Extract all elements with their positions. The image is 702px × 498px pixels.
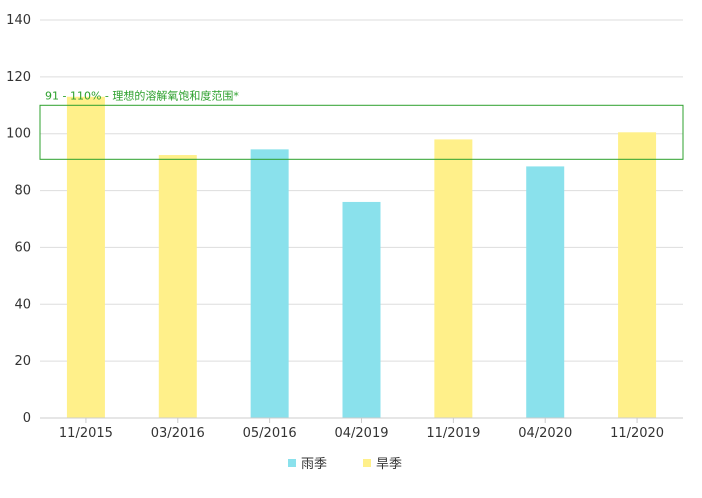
ideal-range-band: 91 - 110% - 理想的溶解氧饱和度范围* (39, 88, 684, 160)
x-tick-label: 05/2016 (243, 426, 297, 441)
x-tick-label: 11/2020 (610, 426, 664, 441)
bar[interactable] (434, 139, 473, 418)
x-tick-label: 11/2019 (426, 426, 480, 441)
x-tick-label: 04/2019 (334, 426, 388, 441)
bar[interactable] (66, 96, 105, 418)
x-axis-ticks: 11/2015 03/2016 05/2016 04/2019 11/2019 04/20… (59, 418, 664, 441)
ideal-range-label: 91 - 110% - 理想的溶解氧饱和度范围* (45, 88, 239, 102)
x-tick-label: 11/2015 (59, 426, 113, 441)
y-tick-label: 40 (14, 297, 31, 312)
bar[interactable] (526, 166, 565, 418)
y-tick-label: 0 (23, 411, 31, 426)
y-tick-label: 140 (6, 13, 31, 28)
bar[interactable] (618, 132, 657, 419)
bar[interactable] (342, 201, 381, 418)
ideal-range-rect (39, 104, 684, 160)
legend-swatch (363, 459, 371, 467)
bars (66, 96, 657, 419)
y-tick-label: 20 (14, 354, 31, 369)
y-axis-ticks: 0 20 40 60 80 100 120 140 (6, 13, 31, 426)
x-tick-label: 03/2016 (151, 426, 205, 441)
y-tick-label: 60 (14, 240, 31, 255)
legend-label[interactable]: 雨季 (301, 457, 327, 472)
y-tick-label: 80 (14, 184, 31, 199)
legend-swatch (288, 459, 296, 467)
legend-label[interactable]: 旱季 (376, 457, 402, 472)
bar[interactable] (158, 155, 197, 419)
y-tick-label: 100 (6, 127, 31, 142)
x-tick-label: 04/2020 (518, 426, 572, 441)
y-tick-label: 120 (6, 70, 31, 85)
bar[interactable] (250, 149, 289, 418)
legend[interactable]: 雨季 旱季 (288, 457, 402, 472)
